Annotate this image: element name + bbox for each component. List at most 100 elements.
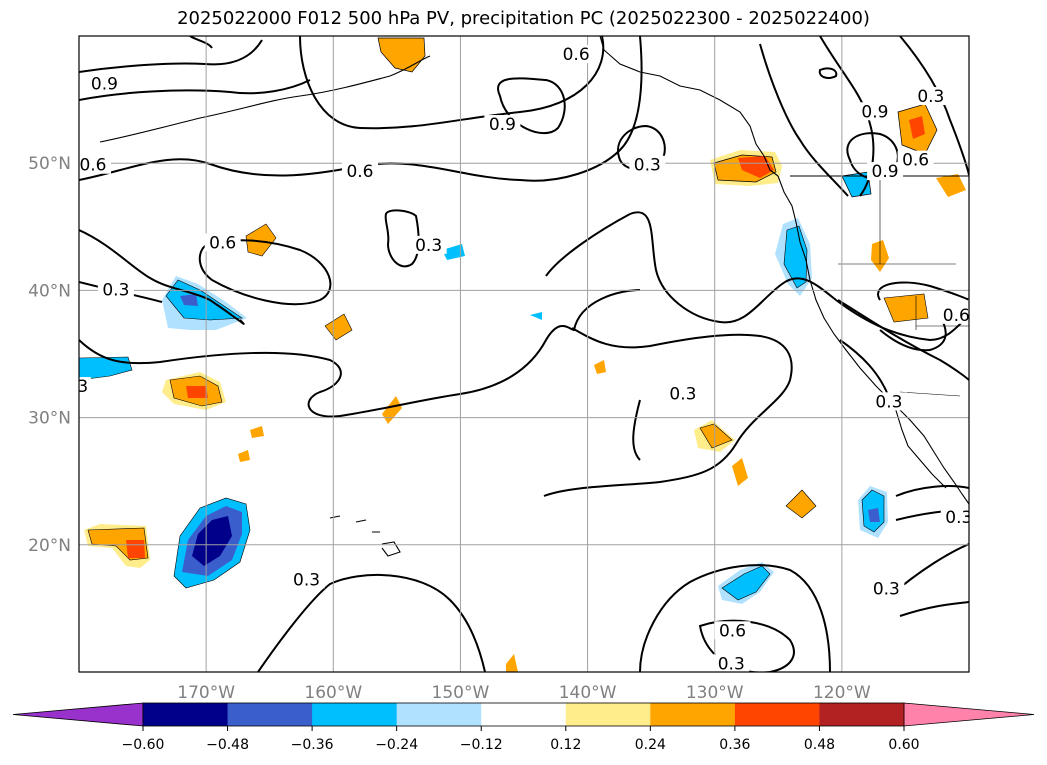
colorbar-segment <box>734 703 820 726</box>
contour-label-bg <box>79 377 91 396</box>
contour-label-bg <box>341 162 378 181</box>
alaska-coast <box>599 36 779 177</box>
precip-positive-area <box>324 313 353 341</box>
contour-label-bg <box>856 102 893 121</box>
lat-tick-label: 50°N <box>28 154 71 174</box>
precip-negative-area <box>79 356 133 381</box>
precip-negative-area <box>868 508 880 522</box>
baja-coast <box>893 403 947 489</box>
lat-tick-label: 20°N <box>28 536 71 556</box>
contour-label: 0.6 <box>902 151 929 171</box>
precip-negative-area <box>180 294 198 306</box>
contour-label: 0.3 <box>917 87 944 107</box>
contour-label: 0.3 <box>102 280 129 300</box>
mexico-border <box>899 391 961 397</box>
contour-label-bg <box>867 162 904 181</box>
colorbar-tick-label: −0.48 <box>206 737 249 753</box>
precip-negative-area <box>721 565 771 601</box>
map-panel: 0.90.60.90.6 0.6 0.3 0.90.60.90.30.6 0.30.30… <box>77 36 972 674</box>
contour-label: 0.6 <box>719 621 746 641</box>
contour-label-bg <box>868 579 905 598</box>
colorbar-tick-label: 0.48 <box>804 737 835 753</box>
precip-positive-area <box>936 174 966 197</box>
contour-label-bg <box>938 305 969 324</box>
contour-label: 0.3 <box>945 508 972 528</box>
colorbar-extend-max <box>903 702 1035 727</box>
precip-positive-area <box>594 360 606 374</box>
contour-label-bg <box>97 280 134 299</box>
contour-label-bg <box>558 45 595 64</box>
colorbar-tick-label: 0.12 <box>550 737 581 753</box>
contour-label: 3 <box>77 377 88 397</box>
precip-positive-area <box>238 450 250 462</box>
colorbar-tick-label: −0.12 <box>460 737 503 753</box>
precip-positive-area <box>738 156 774 178</box>
precip-positive-area <box>377 37 426 73</box>
contour-label-bg <box>410 235 447 254</box>
aleutian-coast <box>99 55 431 143</box>
colorbar-outline <box>142 702 905 727</box>
contour-label-bg <box>664 384 701 403</box>
contour-label-bg <box>484 115 521 134</box>
precip-positive-area <box>382 396 402 424</box>
contour-label: 0.9 <box>861 102 888 122</box>
contour-label-bg <box>204 233 241 252</box>
pv-contours <box>79 36 969 672</box>
map-title: 2025022000 F012 500 hPa PV, precipitatio… <box>177 8 870 29</box>
contour-label-bg <box>288 570 325 589</box>
contour-label: 0.6 <box>943 306 970 326</box>
longitude-axis-labels: 170°W 160°W 150°W 140°W 130°W 120°W <box>177 683 871 703</box>
latitude-axis-labels: 50°N 40°N 30°N 20°N <box>28 154 71 556</box>
colorbar-tick-label: −0.36 <box>291 737 334 753</box>
precip-shading <box>79 37 966 672</box>
contour-label: 0.6 <box>79 156 106 176</box>
precip-positive-area <box>126 540 145 558</box>
precip-negative-area <box>192 516 232 566</box>
lat-tick-label: 40°N <box>28 281 71 301</box>
contour-label: 0.9 <box>872 162 899 182</box>
precip-positive-area <box>506 654 518 672</box>
contour-label-bg <box>912 87 949 106</box>
colorbar-tick-label: 0.24 <box>635 737 666 753</box>
contour-label-bg <box>870 392 907 411</box>
precip-negative-area <box>442 244 465 260</box>
contour-label-bg <box>86 74 123 93</box>
precip-positive-area <box>732 458 748 486</box>
colorbar-tick-label: −0.60 <box>122 737 165 753</box>
precip-negative-area <box>530 312 542 320</box>
contour-label-bg <box>713 654 750 672</box>
contour-label-bg <box>940 508 969 527</box>
colorbar-segment <box>312 703 398 726</box>
colorbar: −0.60 −0.48 −0.36 −0.24 −0.12 0.12 0.24 0.36 0.4… <box>12 702 1035 753</box>
lon-tick-label: 130°W <box>686 683 744 703</box>
colorbar-segment <box>565 703 651 726</box>
contour-label: 0.3 <box>718 654 745 674</box>
colorbar-extend-min <box>12 702 144 727</box>
contour-label: 0.3 <box>873 579 900 599</box>
hawaii-coast <box>329 515 401 557</box>
state-borders <box>838 176 969 330</box>
lon-tick-label: 120°W <box>813 683 871 703</box>
precip-positive-area <box>785 489 817 519</box>
contour-label: 0.3 <box>634 156 661 176</box>
contour-label-bg <box>79 155 111 174</box>
contour-label: 0.9 <box>91 74 118 94</box>
lon-tick-label: 140°W <box>559 683 617 703</box>
contour-label: 0.3 <box>875 392 902 412</box>
precip-positive-area <box>909 116 925 139</box>
lat-tick-label: 30°N <box>28 409 71 429</box>
lon-tick-label: 160°W <box>304 683 362 703</box>
contour-label: 0.9 <box>489 115 516 135</box>
colorbar-segment <box>481 703 567 726</box>
contour-label: 0.3 <box>293 570 320 590</box>
contour-labels: 0.90.60.90.6 0.6 0.3 0.90.60.90.30.6 0.30.30… <box>77 45 972 674</box>
map-frame <box>78 35 970 673</box>
contour-label: 0.3 <box>669 385 696 405</box>
contour-label-bg <box>629 155 666 174</box>
colorbar-segment <box>650 703 736 726</box>
colorbar-tick-label: 0.60 <box>888 737 919 753</box>
contour-label-bg <box>714 621 751 640</box>
precip-negative-area <box>783 225 808 289</box>
coastlines <box>99 36 969 557</box>
